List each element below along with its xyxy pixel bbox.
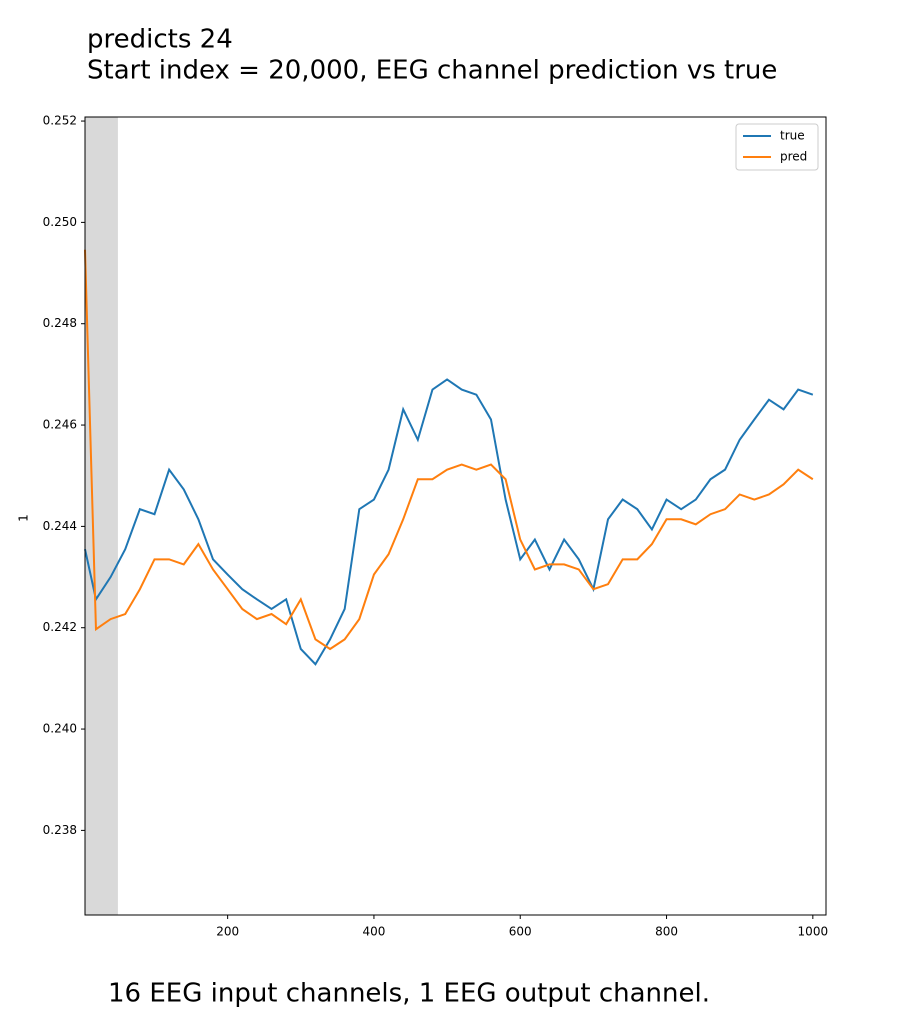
legend-label: true	[780, 129, 805, 143]
chart-title: predicts 24	[87, 25, 233, 55]
y-tick-label: 0.248	[43, 316, 77, 330]
y-tick-label: 0.250	[43, 215, 77, 229]
y-tick-label: 0.242	[43, 620, 77, 634]
x-tick-label: 800	[655, 925, 678, 939]
x-tick-label: 1000	[798, 925, 829, 939]
y-tick-label: 0.246	[43, 418, 77, 432]
y-tick-label: 0.240	[43, 722, 77, 736]
x-tick-label: 400	[362, 925, 385, 939]
y-axis-label: 1	[17, 514, 31, 522]
y-tick-label: 0.252	[43, 114, 77, 128]
footer: 16 EEG input channels, 1 EEG output chan…	[108, 979, 710, 1009]
y-tick-label: 0.238	[43, 823, 77, 837]
plot-frame	[84, 116, 827, 916]
shaded-region	[85, 117, 118, 915]
line-series	[84, 378, 814, 666]
legend-label: pred	[780, 150, 807, 164]
x-tick-label: 200	[216, 925, 239, 939]
chart-subtitle: Start index = 20,000, EEG channel predic…	[87, 56, 777, 86]
line-series	[84, 249, 814, 651]
y-tick-label: 0.244	[43, 519, 77, 533]
x-tick-label: 600	[509, 925, 532, 939]
